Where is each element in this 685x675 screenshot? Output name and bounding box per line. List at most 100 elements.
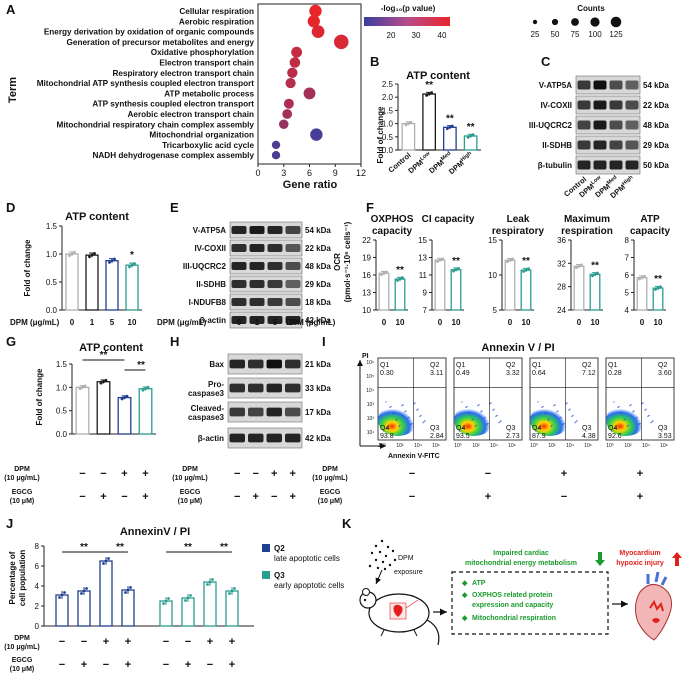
flow-event: [650, 422, 652, 424]
bar: [138, 388, 153, 435]
flow-event: [630, 404, 632, 406]
data-point: [78, 387, 82, 391]
flow-event: [644, 409, 646, 411]
data-point: [452, 269, 455, 273]
data-point: [104, 559, 108, 563]
blot-band: [593, 160, 607, 170]
y-tick-label: 10: [362, 306, 371, 315]
data-point: [527, 267, 530, 271]
dpm-sign: −: [485, 468, 491, 480]
dpm-sign: −: [79, 468, 85, 480]
blot-row-label: III-UQCRC2: [183, 262, 227, 271]
y-tick-label: 15: [418, 236, 427, 245]
data-point: [643, 274, 646, 278]
q1-value: 0.30: [380, 370, 394, 377]
blot-kda-label: 48 kDa: [643, 121, 669, 130]
term-point: [283, 98, 294, 109]
data-point: [654, 288, 657, 291]
term-label: Mitochondrial ATP synthesis coupled elec…: [37, 79, 255, 88]
blot-row-label: β-actin: [200, 316, 226, 325]
data-point: [73, 250, 76, 254]
panel-k-impaired: Impaired cardiac: [493, 550, 549, 557]
term-label: Oxidative phosphorylation: [151, 48, 254, 57]
flow-event: [414, 402, 416, 404]
blot-strip: [575, 95, 641, 115]
blot-band: [285, 316, 301, 324]
blot-row-label: IV-COXII: [540, 101, 572, 110]
flow-event: [386, 427, 388, 429]
blot-band: [266, 383, 282, 393]
data-point: [593, 273, 597, 276]
panel-g-title: ATP content: [79, 342, 143, 354]
term-label: Mitochondrial organization: [149, 131, 254, 140]
panel-j-title: AnnexinV / PI: [120, 526, 190, 538]
down-arrow-icon: [595, 552, 605, 566]
flow-event: [554, 404, 556, 406]
bullet-diamond-icon: ◆: [461, 592, 468, 599]
panel-b-label: B: [370, 54, 379, 69]
blot-kda-label: 22 kDa: [305, 244, 331, 253]
panel-h-egcg-unit: (10 μM): [178, 498, 203, 505]
y-tick-label: 2: [35, 602, 40, 611]
size-legend-dot-50: [551, 18, 559, 26]
significance-mark: **: [446, 113, 454, 124]
blot-band: [285, 226, 301, 234]
dose-label: 0: [70, 318, 75, 327]
flow-event: [615, 426, 617, 428]
flow-x-tick: 10⁰: [378, 443, 386, 449]
flow-event: [541, 406, 543, 408]
egcg-sign: +: [185, 659, 191, 671]
data-point: [441, 257, 444, 261]
term-point: [287, 67, 298, 78]
panel-h-label: H: [170, 334, 179, 349]
panel-k-injury-2: hypoxic injury: [616, 560, 664, 567]
significance-mark: **: [591, 260, 599, 271]
data-point: [427, 92, 431, 96]
size-legend-dot-25: [532, 19, 538, 25]
flow-event: [648, 414, 650, 417]
subplot-title: ATP: [640, 214, 660, 225]
bar: [65, 253, 79, 311]
y-tick-label: 1.5: [46, 222, 58, 231]
flow-event: [478, 404, 480, 406]
flow-event: [423, 421, 425, 423]
bar: [422, 93, 436, 151]
significance-mark: **: [452, 256, 460, 267]
q4-label: Q4: [456, 425, 465, 432]
blot-band: [267, 280, 283, 288]
significance-mark: **: [220, 542, 228, 553]
dose-label: 0: [382, 318, 387, 327]
data-point: [184, 599, 187, 602]
panel-c: C V-ATP5A IV-COXII III-UQCRC2 II-SDHB β-tubu…: [529, 54, 669, 200]
q2-value: 7.12: [582, 370, 596, 377]
dose-label: 10: [591, 318, 600, 327]
blot-kda-label: 22 kDa: [643, 101, 669, 110]
flow-event: [490, 402, 492, 404]
y-tick-label: 24: [557, 306, 566, 315]
panel-d-label: D: [6, 200, 15, 215]
data-point: [233, 587, 236, 590]
flow-x-tick: 10²: [548, 443, 556, 449]
panel-e-blot: V-ATP5A IV-COXII III-UQCRC2 II-SDHB I-NDUFB8…: [183, 221, 331, 329]
x-tick-label: 9: [333, 168, 338, 178]
blot-strip: [227, 353, 303, 375]
mouse-heart-icon: [393, 604, 403, 617]
panel-a-xlabel: Gene ratio: [283, 179, 338, 191]
term-point: [311, 25, 325, 38]
flow-event: [401, 405, 403, 407]
dpm-sign: +: [271, 468, 277, 480]
dpm-sign: −: [163, 636, 169, 648]
q1-value: 0.49: [456, 370, 470, 377]
y-tick-label: 0.0: [56, 430, 68, 439]
term-point: [309, 4, 322, 18]
subplot-title: Leak: [507, 214, 530, 225]
data-point: [508, 258, 512, 262]
flow-y-tick: 10³: [367, 402, 375, 408]
data-point: [457, 266, 460, 270]
panel-d: D ATP content Fold of change 0.0 0.5 1.0 1.…: [6, 200, 142, 327]
flow-y-tick: 10²: [367, 416, 375, 422]
subplot-title-2: capacity: [630, 226, 670, 237]
data-point: [58, 596, 61, 599]
blot-lane-label: 1: [255, 318, 260, 327]
